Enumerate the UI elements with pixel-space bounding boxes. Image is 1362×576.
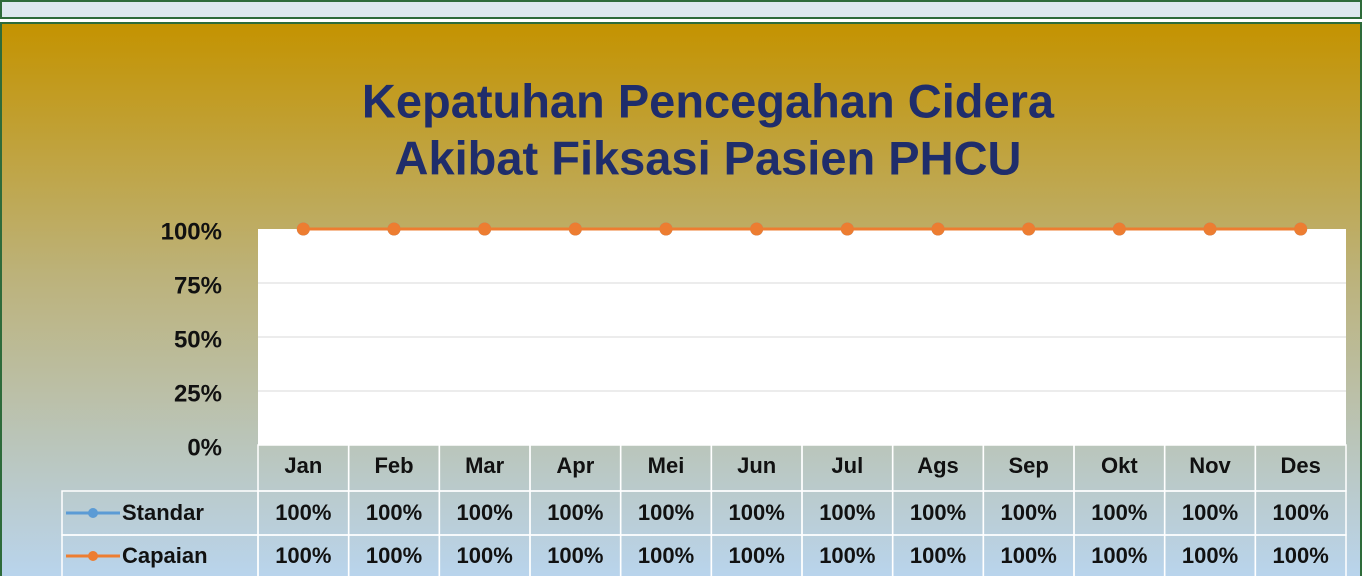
point [659,222,673,236]
legend-label: Capaian [122,543,208,568]
point [1203,222,1217,236]
data-label: 100% [1182,543,1238,568]
data-label: 100% [547,500,603,525]
data-label: 100% [729,500,785,525]
table-cell [1254,534,1347,576]
legend-marker [88,508,98,518]
data-label: 100% [910,543,966,568]
data-label: 100% [275,500,331,525]
data-label: 100% [910,500,966,525]
point [931,222,945,236]
top-strip [0,0,1362,19]
data-label: 100% [366,500,422,525]
y-tick-label: 0% [187,434,222,461]
legend-label: Standar [122,500,204,525]
data-label: 100% [366,543,422,568]
x-tick-label: Jun [737,453,776,478]
data-label: 100% [819,500,875,525]
data-label: 100% [275,543,331,568]
data-label: 100% [729,543,785,568]
x-tick-label: Jan [284,453,322,478]
data-label: 100% [1001,500,1057,525]
data-label: 100% [1001,543,1057,568]
point [1112,222,1126,236]
x-tick-label: Des [1280,453,1320,478]
x-tick-label: Mar [465,453,505,478]
data-label: 100% [1091,500,1147,525]
point [296,222,310,236]
data-label: 100% [1182,500,1238,525]
y-tick-label: 50% [174,326,222,353]
y-tick-label: 25% [174,380,222,407]
chart-subtitle: Akibat Fiksasi Pasien PHCU [395,131,1022,184]
data-label: 100% [547,543,603,568]
x-tick-label: Nov [1189,453,1231,478]
point [568,222,582,236]
x-tick-label: Feb [374,453,413,478]
x-tick-label: Apr [556,453,594,478]
point [1294,222,1308,236]
data-label: 100% [1273,500,1329,525]
legend-marker [88,551,98,561]
x-tick-label: Sep [1008,453,1048,478]
x-tick-label: Okt [1101,453,1138,478]
point [1022,222,1036,236]
point [750,222,764,236]
point [387,222,401,236]
data-label: 100% [457,543,513,568]
point [840,222,854,236]
y-tick-label: 100% [161,218,222,245]
data-label: 100% [1273,543,1329,568]
x-tick-label: Mei [648,453,685,478]
y-tick-label: 75% [174,272,222,299]
data-label: 100% [1091,543,1147,568]
x-tick-label: Jul [831,453,863,478]
data-label: 100% [819,543,875,568]
point [478,222,492,236]
data-label: 100% [638,543,694,568]
x-tick-label: Ags [917,453,959,478]
chart-title: Kepatuhan Pencegahan Cidera [362,74,1055,127]
data-label: 100% [457,500,513,525]
data-label: 100% [638,500,694,525]
